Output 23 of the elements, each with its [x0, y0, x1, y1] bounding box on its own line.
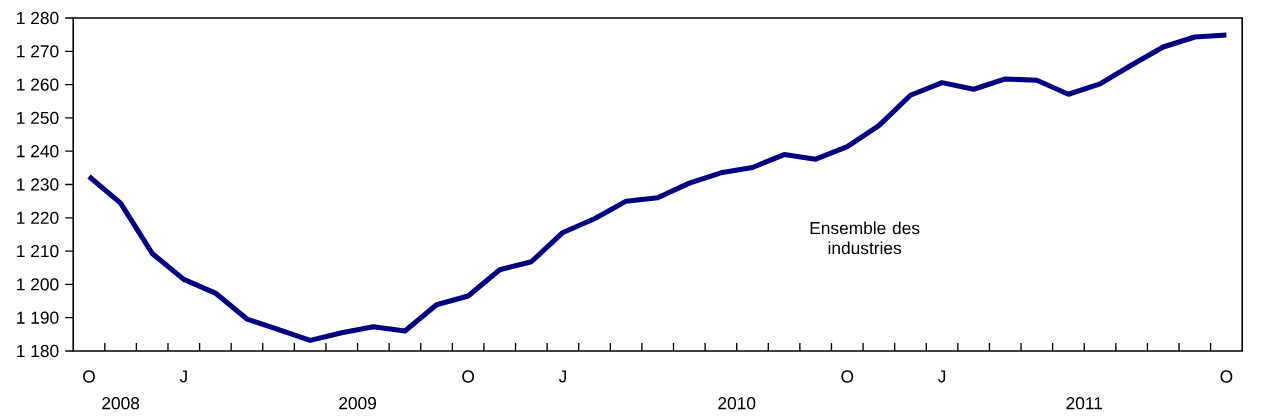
y-tick-label: 1 230 [17, 178, 59, 191]
y-tick-label: 1 180 [17, 344, 59, 358]
y-tick-label: 1 260 [17, 78, 59, 91]
y-tick-label: 1 210 [17, 244, 59, 258]
y-tick-label: 1 280 [17, 11, 59, 25]
x-tick-label: O [462, 370, 475, 383]
y-tick-label: 1 220 [17, 211, 59, 224]
text: 2010 [718, 397, 756, 410]
x-tick-label: J [558, 370, 566, 383]
y-tick-label: 1 190 [17, 311, 59, 324]
x-tick-label: O [841, 370, 854, 383]
text: 2009 [339, 397, 377, 410]
x-tick-label: J [179, 370, 187, 383]
y-tick-label: 1 240 [17, 145, 59, 158]
y-tick-label: 1 250 [17, 111, 59, 125]
text: 2011 [1066, 397, 1103, 410]
x-tick-label: O [83, 370, 95, 383]
x-tick-label: O [1220, 370, 1233, 383]
text: Ensemble des industries [810, 221, 920, 255]
x-tick-label: J [938, 370, 946, 383]
text: 2008 [102, 397, 140, 410]
y-tick-label: 1 200 [17, 278, 59, 291]
y-tick-label: 1 270 [17, 45, 59, 58]
